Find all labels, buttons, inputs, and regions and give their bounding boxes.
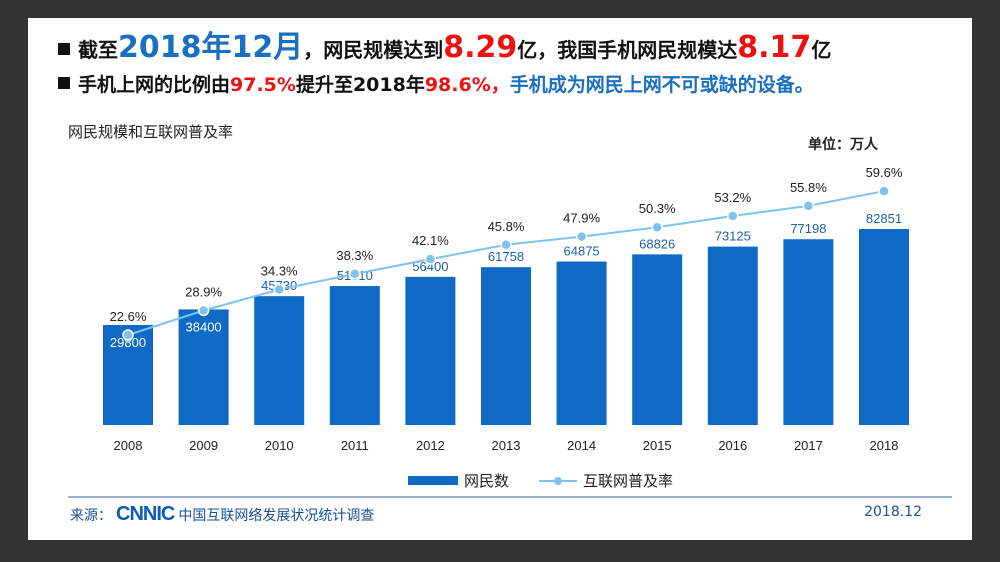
text: ，网民规模达到 [303, 38, 444, 62]
x-tick-label: 2012 [416, 438, 445, 453]
legend: 网民数 互联网普及率 [408, 470, 673, 491]
x-tick-label: 2008 [114, 438, 143, 453]
bar-2016 [707, 246, 758, 425]
bullet-icon [58, 77, 70, 89]
rate-label: 53.2% [714, 190, 751, 205]
footer-date: 2018.12 [864, 504, 922, 520]
legend-bar-label: 网民数 [464, 472, 510, 490]
bar-2017 [783, 239, 834, 425]
x-tick-label: 2014 [567, 438, 596, 453]
rate-point [197, 304, 210, 317]
bar-2012 [405, 276, 456, 425]
rate-label: 50.3% [639, 201, 676, 216]
x-tick-label: 2011 [341, 438, 369, 453]
legend-bar-swatch [408, 476, 458, 485]
x-tick-label: 2013 [492, 438, 521, 453]
source: 来源： CNNIC 中国互联网络发展状况统计调查 [70, 503, 374, 526]
rate-point [651, 221, 663, 233]
pct-to: 98.6%， [424, 74, 510, 96]
bar-2013 [481, 267, 531, 425]
headline-2: 手机上网的比例由97.5%提升至2018年98.6%，手机成为网民上网不可或缺的… [58, 70, 814, 97]
headline-1: 截至2018年12月，网民规模达到8.29亿，我国手机网民规模达8.17亿 [58, 22, 831, 66]
netizen-number: 8.29 [443, 30, 518, 65]
bar-value-label: 29800 [110, 335, 146, 350]
x-tick-label: 2009 [189, 438, 218, 453]
bar-value-label: 73125 [715, 229, 751, 244]
rate-point [122, 329, 134, 341]
bar-value-label: 68826 [639, 236, 675, 251]
rate-point [802, 200, 815, 212]
x-tick-label: 2016 [718, 438, 747, 453]
bar-2018 [859, 229, 909, 425]
rate-label: 38.3% [336, 248, 373, 263]
rate-point [878, 185, 890, 197]
text: 提升至2018年 [295, 74, 425, 96]
pct-from: 97.5% [230, 74, 296, 96]
rate-point [273, 283, 285, 296]
legend-line-swatch [539, 476, 578, 485]
source-label: 来源： [70, 507, 112, 524]
bar-2008 [103, 324, 153, 425]
rate-point [575, 230, 588, 243]
rate-label: 34.3% [261, 263, 298, 278]
rate-label: 42.1% [412, 233, 449, 248]
conclusion: 手机成为网民上网不可或缺的设备。 [509, 74, 814, 96]
bar-2015 [632, 254, 683, 425]
bar-value-label: 64875 [564, 244, 600, 259]
rate-point [424, 253, 437, 265]
bar-value-label: 61758 [488, 249, 524, 264]
bar-value-label: 38400 [186, 319, 222, 334]
bar-value-label: 77198 [790, 221, 826, 236]
bar-value-label: 82851 [866, 211, 902, 226]
rate-point [500, 239, 512, 251]
legend-line-label: 互联网普及率 [583, 472, 674, 490]
unit-label: 单位：万人 [808, 137, 878, 153]
rate-label: 45.8% [488, 219, 525, 234]
rate-label: 47.9% [563, 211, 600, 226]
bar-2009 [178, 309, 229, 425]
mobile-number: 8.17 [737, 30, 812, 65]
rate-label: 55.8% [790, 180, 827, 195]
rate-label: 22.6% [110, 309, 147, 324]
bar-value-label: 56400 [412, 259, 448, 274]
text: 手机上网的比例由 [78, 74, 231, 96]
x-tick-label: 2017 [794, 438, 823, 453]
bar-2010 [254, 296, 305, 425]
text: 亿 [811, 38, 832, 62]
text: 截至 [78, 38, 118, 62]
rate-point [727, 210, 739, 222]
x-tick-label: 2010 [265, 438, 294, 453]
x-tick-label: 2018 [870, 438, 899, 453]
date-highlight: 2018年12月 [118, 30, 304, 65]
source-name: 中国互联网络发展状况统计调查 [178, 507, 375, 524]
rate-point [349, 268, 361, 280]
chart-title: 网民规模和互联网普及率 [68, 123, 234, 141]
rate-label: 59.6% [866, 165, 903, 180]
bar-2014 [556, 261, 607, 425]
rate-label: 28.9% [185, 284, 222, 299]
x-tick-label: 2015 [643, 438, 672, 453]
cnnic-logo: CNNIC [116, 503, 175, 525]
bullet-icon [58, 43, 70, 55]
footer-divider [68, 496, 952, 498]
text: 亿，我国手机网民规模达 [517, 38, 738, 62]
bar-2011 [329, 286, 380, 425]
